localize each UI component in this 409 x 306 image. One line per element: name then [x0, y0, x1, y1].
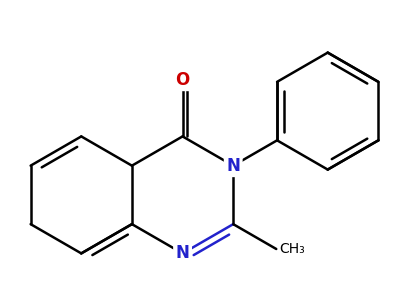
Text: CH₃: CH₃	[279, 242, 305, 256]
Text: O: O	[175, 71, 190, 89]
Text: N: N	[226, 157, 240, 175]
Text: N: N	[175, 244, 189, 262]
